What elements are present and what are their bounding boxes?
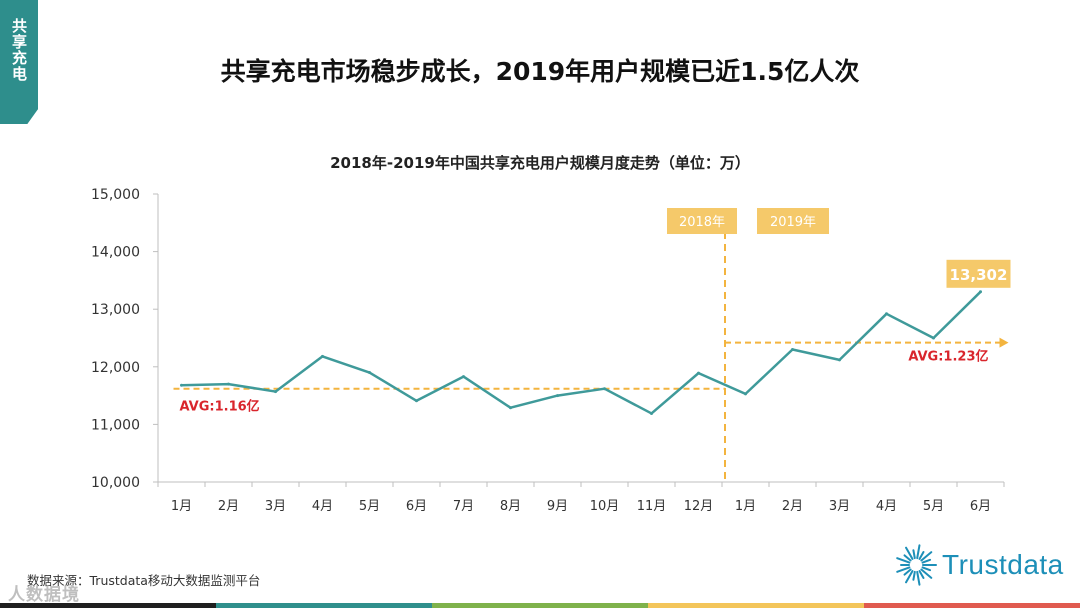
x-tick-label: 4月	[876, 499, 897, 514]
watermark: 人数据境	[8, 585, 80, 605]
bottom-bar-segment	[648, 603, 864, 608]
y-tick-label: 12,000	[91, 360, 140, 376]
data-label-box	[946, 259, 1011, 288]
section-tag	[0, 0, 38, 124]
data-point	[885, 312, 888, 316]
data-label: 13,302	[950, 266, 1008, 284]
y-tick-label: 14,000	[91, 245, 140, 261]
data-point	[979, 290, 982, 294]
year-label-box	[667, 208, 737, 234]
data-point	[415, 399, 418, 403]
x-tick-label: 9月	[547, 499, 568, 514]
x-tick-label: 4月	[312, 499, 333, 514]
sunburst-icon	[896, 544, 937, 586]
sunburst-ray	[896, 557, 911, 564]
sunburst-ray	[896, 566, 911, 573]
y-tick-label: 10,000	[91, 475, 140, 491]
year-label-box	[757, 208, 829, 234]
sunburst-ray	[905, 570, 914, 584]
y-tick-label: 11,000	[91, 417, 140, 433]
data-point	[791, 348, 794, 352]
page-title: 共享充电市场稳步成长，2019年用户规模已近1.5亿人次	[220, 57, 860, 86]
data-point	[650, 411, 653, 415]
bottom-color-bar	[0, 603, 1080, 608]
data-point	[556, 394, 559, 398]
bottom-bar-segment	[432, 603, 648, 608]
x-tick-label: 7月	[453, 499, 474, 514]
data-point	[274, 390, 277, 394]
data-point	[744, 392, 747, 396]
avg-2019-arrow	[999, 337, 1009, 348]
sunburst-ray	[903, 554, 912, 562]
x-tick-label: 12月	[684, 499, 714, 514]
data-point	[838, 358, 841, 362]
logo-text: Trustdata	[942, 549, 1064, 580]
chart-title: 2018年-2019年中国共享充电用户规模月度走势（单位：万）	[330, 154, 750, 172]
sunburst-ray	[918, 570, 925, 579]
x-tick-label: 11月	[637, 499, 667, 514]
x-tick-label: 3月	[265, 499, 286, 514]
bottom-bar-segment	[864, 603, 1080, 608]
x-tick-label: 6月	[970, 499, 991, 514]
section-tag-label: 共享充电	[10, 18, 28, 82]
y-tick-label: 15,000	[91, 187, 140, 203]
data-point	[180, 383, 183, 387]
bottom-bar-segment	[0, 603, 216, 608]
sunburst-ray	[912, 570, 916, 581]
data-point	[368, 371, 371, 375]
data-point	[932, 336, 935, 340]
x-tick-label: 8月	[500, 499, 521, 514]
data-point	[603, 387, 606, 391]
sunburst-ray	[903, 568, 912, 576]
x-tick-label: 5月	[923, 499, 944, 514]
sunburst-ray	[916, 544, 921, 560]
x-tick-label: 2月	[218, 499, 239, 514]
sunburst-ray	[905, 546, 914, 560]
data-point	[321, 354, 324, 358]
data-point	[462, 375, 465, 379]
data-point	[509, 406, 512, 410]
trustdata-logo: Trustdata	[892, 536, 1072, 594]
x-tick-label: 2月	[782, 499, 803, 514]
sunburst-ray	[921, 566, 932, 572]
x-tick-label: 3月	[829, 499, 850, 514]
sunburst-ray	[920, 551, 933, 562]
x-tick-label: 1月	[735, 499, 756, 514]
x-tick-label: 6月	[406, 499, 427, 514]
source-note: 数据来源：Trustdata移动大数据监测平台	[27, 573, 261, 588]
sunburst-ray	[921, 558, 932, 564]
year-label: 2019年	[770, 215, 816, 230]
x-tick-label: 10月	[590, 499, 620, 514]
data-point	[697, 371, 700, 375]
avg-2019-label: AVG:1.23亿	[908, 349, 988, 365]
bottom-bar-segment	[216, 603, 432, 608]
sunburst-ray	[912, 549, 916, 560]
y-tick-label: 13,000	[91, 302, 140, 318]
sunburst-ray	[920, 568, 933, 579]
x-tick-label: 5月	[359, 499, 380, 514]
avg-2018-label: AVG:1.16亿	[180, 399, 260, 415]
series-line	[181, 290, 982, 415]
sunburst-ray	[918, 551, 925, 560]
x-tick-label: 1月	[171, 499, 192, 514]
data-point	[227, 382, 230, 386]
sunburst-ray	[916, 570, 921, 586]
year-label: 2018年	[679, 215, 725, 230]
